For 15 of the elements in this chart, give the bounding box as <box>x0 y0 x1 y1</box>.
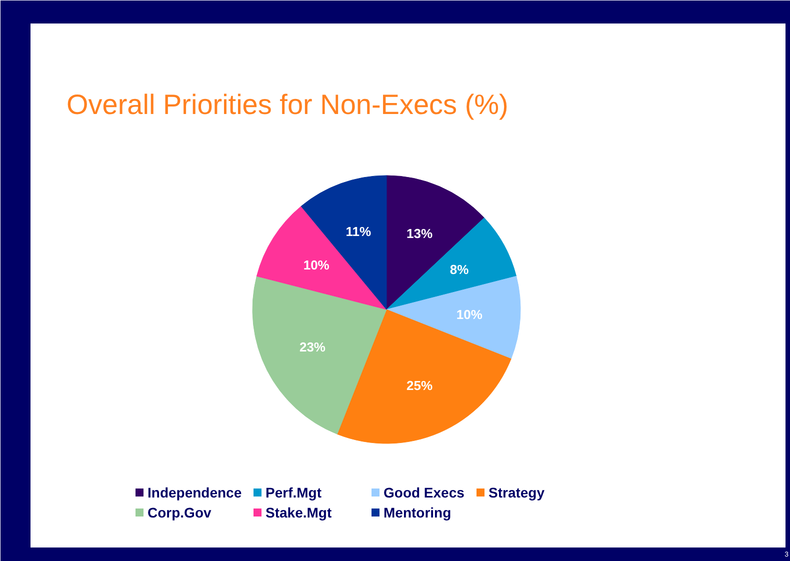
legend-label: Good Execs <box>384 484 465 500</box>
legend-label: Perf.Mgt <box>266 484 322 500</box>
legend-label: Independence <box>148 484 242 500</box>
data-label: 23% <box>299 340 326 355</box>
data-label: 11% <box>346 224 372 239</box>
data-label: 10% <box>303 257 330 272</box>
data-label: 13% <box>406 226 433 241</box>
data-label: 8% <box>450 262 470 277</box>
data-label: 25% <box>406 378 433 394</box>
legend-label: Stake.Mgt <box>266 504 332 520</box>
legend-label: Mentoring <box>384 504 452 520</box>
data-label: 10% <box>456 307 483 322</box>
legend-label: Strategy <box>488 484 545 500</box>
legend-label: Corp.Gov <box>148 504 212 520</box>
chart-title: Overall Priorities for Non-Execs (%) <box>66 89 508 120</box>
